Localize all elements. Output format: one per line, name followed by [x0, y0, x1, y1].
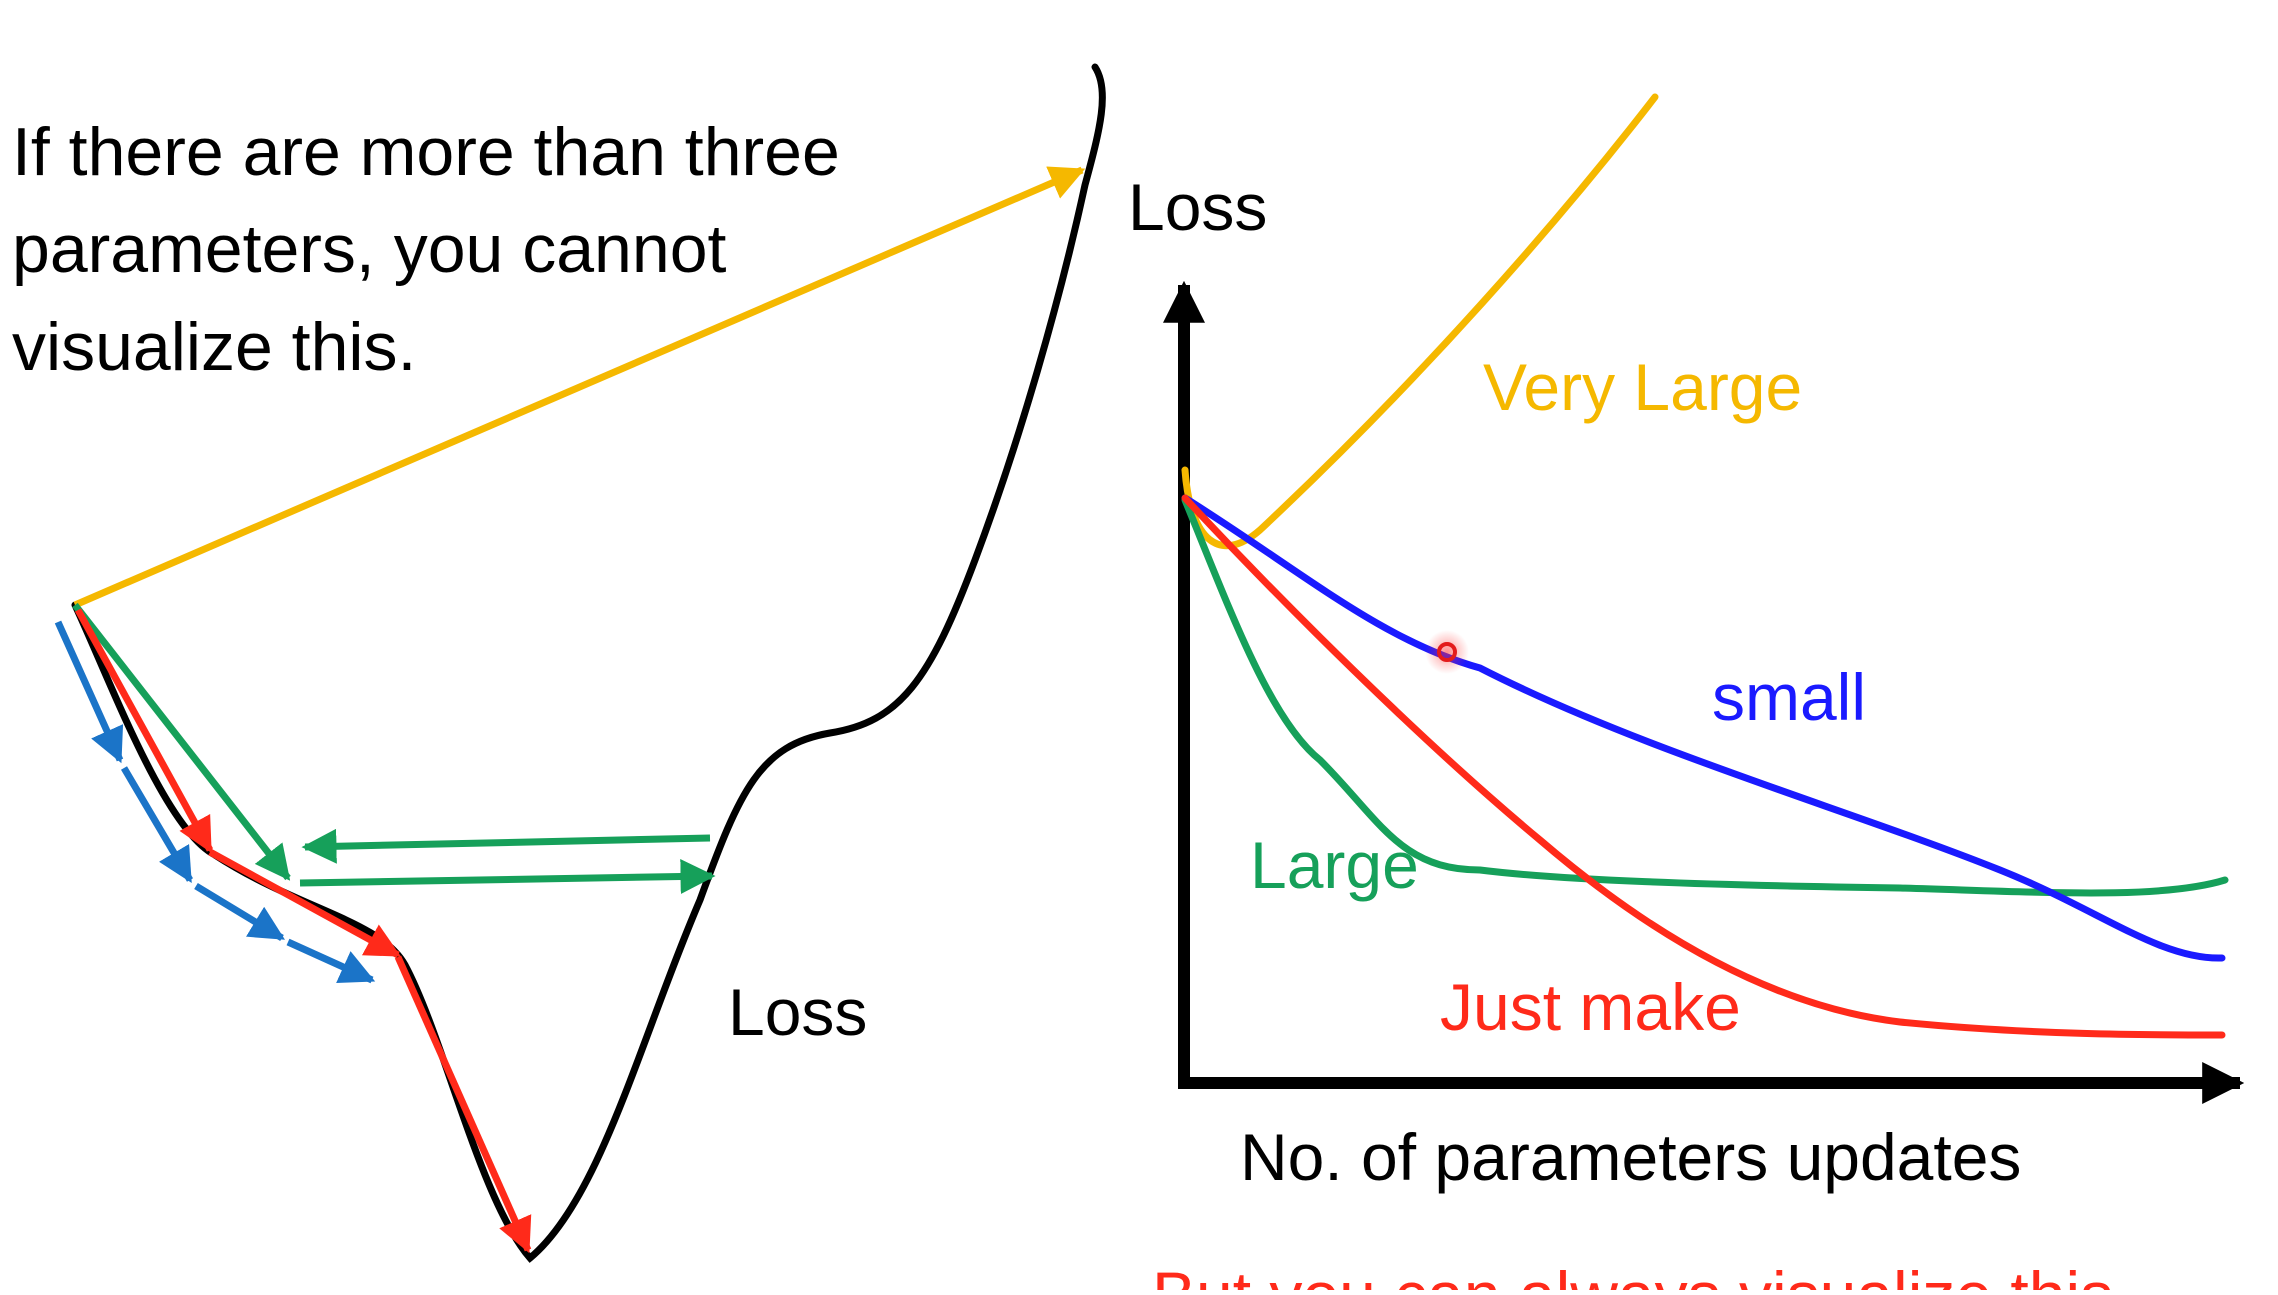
very-large-step-arrow	[73, 166, 1086, 609]
large-curve	[1181, 496, 2229, 897]
note-text: If there are more than three parameters,…	[12, 114, 840, 385]
left-loss-label: Loss	[728, 975, 867, 1049]
large-label: Large	[1250, 828, 1419, 902]
just-make-label: Just make	[1440, 970, 1741, 1044]
pointer-highlight-icon	[1425, 630, 1469, 674]
very-large-curve	[1181, 93, 1659, 550]
note-line-1: If there are more than three	[12, 114, 840, 190]
y-axis-label: Loss	[1128, 170, 1267, 244]
left-loss-diagram: Loss	[54, 63, 1106, 1263]
small-curve	[1181, 494, 2226, 962]
very-large-label: Very Large	[1483, 350, 1802, 424]
note-line-3: visualize this.	[12, 309, 416, 385]
just-make-step-arrows	[74, 608, 532, 1254]
small-step-arrows	[54, 620, 376, 984]
loss-vs-updates-chart: Loss No. of parameters updates Very Larg…	[1128, 93, 2245, 1194]
small-label: small	[1712, 660, 1866, 734]
footer-text: But you can always visualize this.	[1152, 1258, 2131, 1290]
large-step-arrows	[72, 602, 716, 895]
note-line-2: parameters, you cannot	[12, 211, 727, 287]
x-axis-label: No. of parameters updates	[1240, 1120, 2021, 1194]
just-make-curve	[1181, 494, 2226, 1039]
